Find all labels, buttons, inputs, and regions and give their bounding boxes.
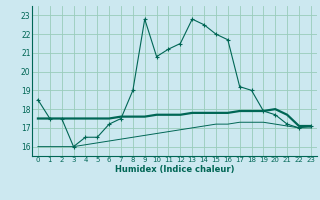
X-axis label: Humidex (Indice chaleur): Humidex (Indice chaleur) bbox=[115, 165, 234, 174]
